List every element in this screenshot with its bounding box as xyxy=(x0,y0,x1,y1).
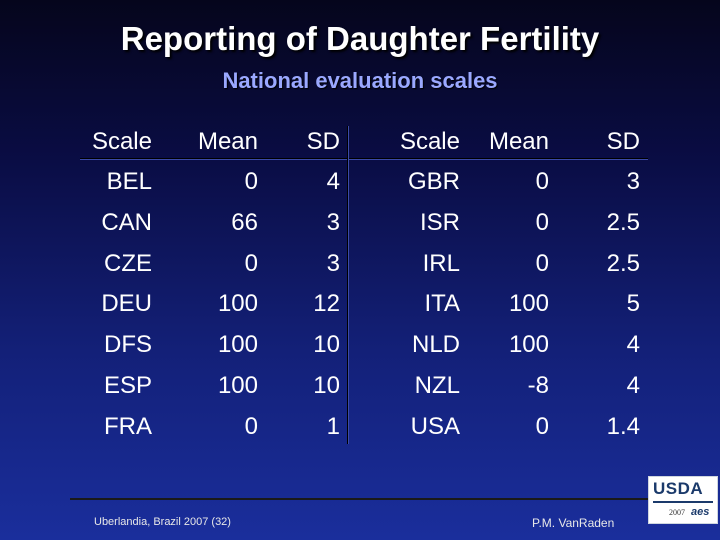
table-cell-sd: 2.5 xyxy=(606,208,640,236)
table-header-cell: Scale xyxy=(91,128,152,155)
table-cell-sd: 10 xyxy=(313,372,340,399)
table-cell-sd: 2.5 xyxy=(606,249,640,277)
table-cell-sd: 1.4 xyxy=(606,412,640,440)
table-cell-sd: 3 xyxy=(326,208,340,236)
table-cell-mean: 100 xyxy=(217,331,258,359)
usda-logo-year: 2007 xyxy=(669,508,685,517)
table-cell-mean: 0 xyxy=(535,168,549,195)
usda-logo-text: USDA xyxy=(653,479,704,498)
table-cell-scale: CZE xyxy=(104,249,152,277)
table-header-cell: SD xyxy=(306,128,340,155)
table-cell-sd: 4 xyxy=(326,168,340,195)
table-header-rule xyxy=(80,158,648,159)
footer-location: Uberlandia, Brazil 2007 (32) xyxy=(94,516,231,528)
table-cell-sd: 3 xyxy=(626,168,640,195)
table-cell-scale: FRA xyxy=(104,412,152,440)
table-cell-sd: 3 xyxy=(326,249,340,277)
table-cell-mean: 0 xyxy=(535,412,549,440)
table-cell-scale: GBR xyxy=(407,168,460,195)
footer-author: P.M. VanRaden xyxy=(532,516,615,530)
table-cell-sd: 4 xyxy=(626,331,640,359)
table-cell-mean: 100 xyxy=(508,331,549,359)
table-cell-scale: IRL xyxy=(422,249,460,277)
table-cell-scale: NLD xyxy=(411,331,460,359)
table-cell-sd: 5 xyxy=(626,290,640,318)
aes-logo-mark: aes xyxy=(691,506,710,518)
table-cell-scale: DFS xyxy=(104,331,152,359)
table-cell-mean: 0 xyxy=(535,249,549,277)
usda-logo-bar xyxy=(653,501,713,503)
table-cell-mean: 0 xyxy=(244,412,258,440)
table-cell-mean: 100 xyxy=(217,290,258,318)
table-cell-scale: ITA xyxy=(424,290,460,318)
bottom-divider xyxy=(70,498,650,500)
slide-title: Reporting of Daughter Fertility xyxy=(120,20,600,57)
table-cell-mean: -8 xyxy=(527,372,549,399)
table-cell-mean: 100 xyxy=(217,372,258,399)
table-cell-scale: ISR xyxy=(419,208,460,236)
table-cell-sd: 1 xyxy=(326,412,340,440)
table-cell-scale: BEL xyxy=(106,168,152,195)
table-header-cell: Mean xyxy=(488,128,549,155)
table-cell-scale: CAN xyxy=(101,208,152,236)
table-cell-mean: 66 xyxy=(231,208,258,236)
usda-logo: USDA 2007 aes xyxy=(648,476,718,524)
table-header-cell: Mean xyxy=(197,128,258,155)
table-column-separator xyxy=(347,126,348,444)
table-cell-scale: NZL xyxy=(414,372,460,399)
table-header-cell: SD xyxy=(606,128,640,155)
table-cell-sd: 12 xyxy=(313,290,340,318)
table-cell-mean: 0 xyxy=(535,208,549,236)
table-header-cell: Scale xyxy=(399,128,460,155)
table-cell-sd: 4 xyxy=(626,372,640,399)
table-cell-mean: 0 xyxy=(244,249,258,277)
table-cell-scale: DEU xyxy=(101,290,152,318)
table-cell-sd: 10 xyxy=(313,331,340,359)
table-cell-scale: USA xyxy=(410,412,460,440)
table-cell-mean: 0 xyxy=(244,168,258,195)
table-cell-mean: 100 xyxy=(508,290,549,318)
table-cell-scale: ESP xyxy=(103,372,152,399)
slide-subtitle: National evaluation scales xyxy=(222,68,498,93)
